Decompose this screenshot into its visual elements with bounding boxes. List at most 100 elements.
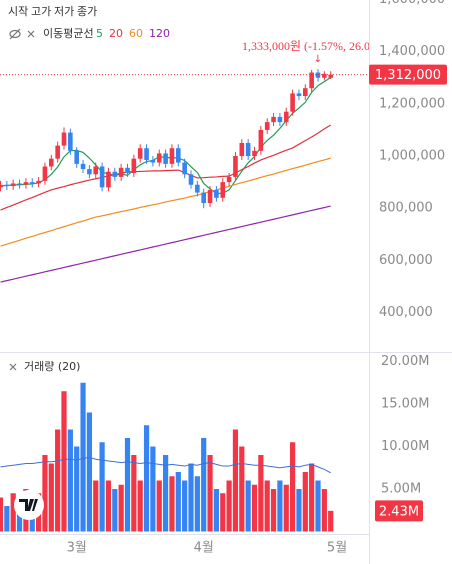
candle-body xyxy=(220,182,226,198)
candle-body xyxy=(176,148,181,163)
y-tick-label: 1,000,000 xyxy=(379,149,445,164)
ma-line xyxy=(0,157,331,247)
volume-pane xyxy=(0,382,334,532)
volume-bar xyxy=(55,429,61,532)
candle-body xyxy=(144,148,149,160)
volume-bar xyxy=(163,455,169,532)
y-tick-label: 600,000 xyxy=(379,253,433,268)
y-tick-label: 800,000 xyxy=(379,201,433,216)
ohlc-label: 고가 xyxy=(31,5,51,18)
volume-bar xyxy=(315,480,321,532)
volume-bar xyxy=(74,446,80,532)
price-pane: 1,333,000원 (-1.57%, 26.0↓ xyxy=(0,39,370,283)
candle-body xyxy=(10,183,16,187)
volume-bar xyxy=(258,455,264,532)
volume-bar xyxy=(124,438,131,532)
volume-bar xyxy=(328,510,334,532)
volume-bar xyxy=(93,480,99,532)
candle-body xyxy=(4,184,10,187)
volume-bar xyxy=(296,489,302,532)
candle-body xyxy=(188,174,194,185)
y-tick-label: 20.00M xyxy=(381,354,429,369)
candle-body xyxy=(156,153,162,163)
last-volume-tag xyxy=(375,500,423,522)
candle-body xyxy=(322,73,327,78)
volume-bar xyxy=(0,497,4,532)
last-price-label: 1,312,000 xyxy=(375,68,441,83)
candle-body xyxy=(296,93,302,97)
hide-icon[interactable] xyxy=(9,28,21,40)
volume-bar xyxy=(67,429,73,532)
candle-body xyxy=(309,72,314,89)
ohlc-label: 저가 xyxy=(54,5,74,18)
volume-bar xyxy=(80,382,86,532)
volume-header: 거래량 (20) xyxy=(9,360,80,373)
y-tick-label: 1,600,000 xyxy=(379,0,445,7)
ma-legend: 이동평균선 xyxy=(9,27,94,40)
volume-bar xyxy=(137,480,143,532)
ohlc-header: 시작 고가 저가 종가 xyxy=(8,5,97,18)
annotation: 1,333,000원 (-1.57%, 26.0 xyxy=(242,39,370,53)
y-tick-label: 400,000 xyxy=(379,305,433,320)
candle-body xyxy=(169,148,175,164)
volume-bar xyxy=(309,463,315,532)
legend-entry: 60 xyxy=(129,27,143,40)
volume-bar xyxy=(175,472,181,532)
close-icon[interactable] xyxy=(27,30,35,38)
candle-body xyxy=(214,189,219,198)
x-tick-label: 3월 xyxy=(67,541,87,556)
candle-body xyxy=(290,93,295,112)
volume-bar xyxy=(143,425,150,532)
tradingview-logo[interactable] xyxy=(14,490,44,520)
volume-bar xyxy=(302,472,308,532)
candle-body xyxy=(42,166,48,181)
candle-body xyxy=(283,111,289,123)
volume-bar xyxy=(213,489,219,532)
candle-body xyxy=(226,176,232,183)
volume-bar xyxy=(321,489,327,532)
candle-body xyxy=(271,116,276,123)
candle-body xyxy=(74,150,79,164)
ma-title: 이동평균선 xyxy=(43,27,94,40)
candle-body xyxy=(106,171,111,188)
x-tick-label: 5월 xyxy=(327,541,347,556)
volume-bar xyxy=(10,493,16,532)
annotation-marker: ↓ xyxy=(314,54,322,65)
volume-ma-line xyxy=(0,457,331,474)
volume-bar xyxy=(245,480,251,532)
candle-body xyxy=(207,189,213,204)
candle-body xyxy=(264,122,270,130)
close-icon[interactable] xyxy=(9,363,17,371)
volume-bar xyxy=(86,412,92,532)
ma-line xyxy=(0,124,332,211)
legend-entry: 5 xyxy=(96,27,103,40)
candle-body xyxy=(182,162,187,175)
candle-body xyxy=(131,158,137,173)
volume-bar xyxy=(61,391,67,532)
y-tick-label: 15.00M xyxy=(381,397,429,412)
candle-body xyxy=(201,192,206,204)
volume-bar xyxy=(105,480,112,532)
candle-body xyxy=(315,72,321,78)
last-volume-label: 2.43M xyxy=(379,504,419,519)
candle-body xyxy=(195,184,200,193)
volume-title: 거래량 (20) xyxy=(24,360,80,373)
last-price-tag xyxy=(369,64,447,85)
candle-body xyxy=(245,142,251,157)
candle-body xyxy=(23,182,29,185)
volume-bar xyxy=(232,429,239,532)
candle-body xyxy=(99,166,105,188)
volume-bar xyxy=(264,480,270,532)
candle-body xyxy=(252,150,257,157)
candle-body xyxy=(328,74,333,78)
volume-bar xyxy=(290,442,296,532)
candle-body xyxy=(118,167,124,177)
volume-bar xyxy=(4,506,10,532)
candle-body xyxy=(80,163,86,170)
volume-bar xyxy=(277,480,283,532)
candle-body xyxy=(93,166,99,175)
candle-body xyxy=(163,153,168,164)
candle-body xyxy=(239,142,245,157)
candle-body xyxy=(233,156,238,177)
